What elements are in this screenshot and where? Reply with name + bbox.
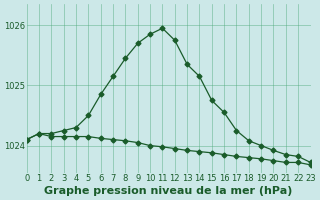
X-axis label: Graphe pression niveau de la mer (hPa): Graphe pression niveau de la mer (hPa): [44, 186, 293, 196]
